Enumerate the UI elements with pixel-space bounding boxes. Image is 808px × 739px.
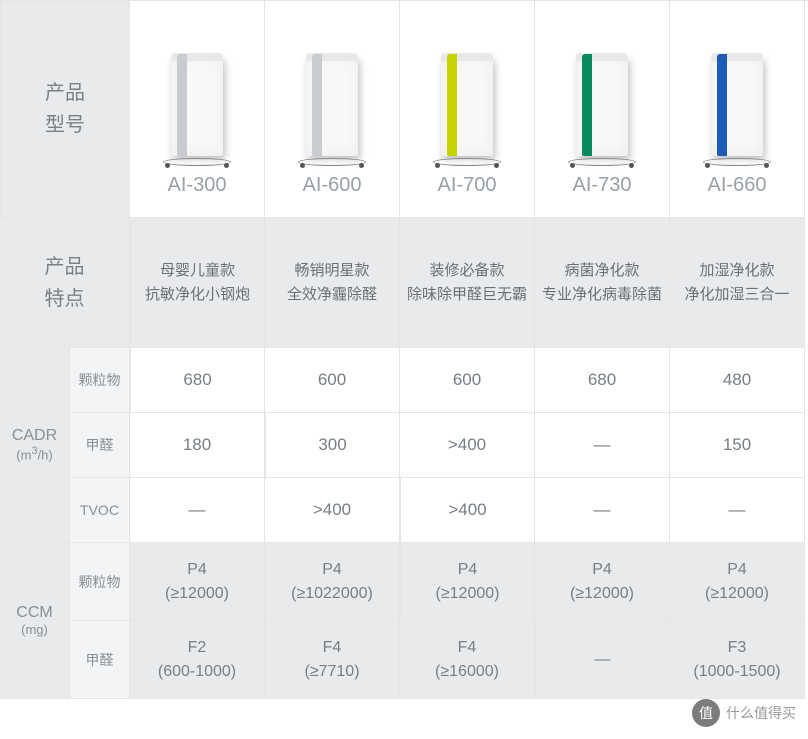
val-line: (≥12000): [165, 582, 229, 606]
model-col-1: AI-600: [265, 1, 400, 218]
sub-ccm-particle: 颗粒物: [70, 543, 130, 621]
purifier-image: [567, 36, 637, 156]
header-feature: 产品 特点: [0, 218, 130, 348]
feature-line: 母婴儿童款: [160, 259, 235, 283]
cadr-particle-0: 680: [130, 348, 265, 413]
header-cadr: CADR (m3/h): [0, 348, 70, 543]
purifier-image: [297, 36, 367, 156]
val-line: (600-1000): [158, 660, 236, 684]
model-col-2: AI-700: [400, 1, 535, 218]
feature-line: 净化加湿三合一: [684, 283, 789, 307]
cadr-tvoc-2: >400: [400, 478, 535, 543]
val-line: (≥12000): [436, 582, 500, 606]
ccm-hcho-2: F4 (≥16000): [400, 621, 535, 699]
cadr-tvoc-1: >400: [265, 478, 400, 543]
purifier-image: [162, 36, 232, 156]
model-name: AI-600: [303, 174, 362, 197]
val-line: P4: [458, 558, 478, 582]
feature-2: 装修必备款 除味除甲醛巨无霸: [400, 218, 535, 348]
feature-line: 全效净霾除醛: [287, 283, 377, 307]
ccm-hcho-0: F2 (600-1000): [130, 621, 265, 699]
ccm-particle-0: P4 (≥12000): [130, 543, 265, 621]
val-line: (≥1022000): [291, 582, 373, 606]
cadr-particle-4: 480: [670, 348, 805, 413]
cadr-particle-1: 600: [265, 348, 400, 413]
ccm-particle-4: P4 (≥12000): [670, 543, 805, 621]
val-line: P4: [727, 558, 747, 582]
ccm-particle-3: P4 (≥12000): [535, 543, 670, 621]
ccm-hcho-4: F3 (1000-1500): [670, 621, 805, 699]
val-line: F4: [323, 636, 342, 660]
feature-line: 畅销明星款: [294, 259, 369, 283]
cadr-unit: (m3/h): [16, 445, 52, 462]
val-line: (≥12000): [705, 582, 769, 606]
cadr-hcho-0: 180: [130, 413, 265, 478]
feature-0: 母婴儿童款 抗敏净化小钢炮: [130, 218, 265, 348]
feature-3: 病菌净化款 专业净化病毒除菌: [535, 218, 670, 348]
model-col-3: AI-730: [535, 1, 670, 218]
feature-1: 畅销明星款 全效净霾除醛: [265, 218, 400, 348]
comparison-table: 产品 型号 AI-300 AI-600: [0, 0, 808, 699]
header-model: 产品 型号: [0, 1, 130, 218]
cadr-tvoc-3: —: [535, 478, 670, 543]
feature-line: 加湿净化款: [699, 259, 774, 283]
val-line: (≥16000): [435, 660, 499, 684]
cadr-hcho-2: >400: [400, 413, 535, 478]
watermark-text: 什么值得买: [726, 703, 796, 723]
sub-hcho: 甲醛: [70, 413, 130, 478]
ccm-particle-2: P4 (≥12000): [400, 543, 535, 621]
model-col-0: AI-300: [130, 1, 265, 218]
sub-particle: 颗粒物: [70, 348, 130, 413]
feature-line: 装修必备款: [429, 259, 504, 283]
cadr-tvoc-4: —: [670, 478, 805, 543]
cadr-particle-3: 680: [535, 348, 670, 413]
val-line: (≥7710): [304, 660, 359, 684]
model-name: AI-300: [168, 174, 227, 197]
model-name: AI-660: [708, 174, 767, 197]
val-line: —: [595, 648, 611, 672]
val-line: F4: [458, 636, 477, 660]
cadr-particle-2: 600: [400, 348, 535, 413]
header-ccm: CCM (mg): [0, 543, 70, 699]
ccm-hcho-1: F4 (≥7710): [265, 621, 400, 699]
sub-tvoc: TVOC: [70, 478, 130, 543]
model-name: AI-700: [438, 174, 497, 197]
feature-line: 专业净化病毒除菌: [542, 283, 662, 307]
model-col-4: AI-660: [670, 1, 805, 218]
feature-4: 加湿净化款 净化加湿三合一: [670, 218, 805, 348]
cadr-hcho-4: 150: [670, 413, 805, 478]
val-line: (≥12000): [570, 582, 634, 606]
feature-line: 抗敏净化小钢炮: [145, 283, 250, 307]
val-line: (1000-1500): [693, 660, 780, 684]
ccm-particle-1: P4 (≥1022000): [265, 543, 400, 621]
ccm-hcho-3: —: [535, 621, 670, 699]
val-line: F2: [188, 636, 207, 660]
val-line: P4: [322, 558, 342, 582]
cadr-hcho-3: —: [535, 413, 670, 478]
val-line: F3: [728, 636, 747, 660]
val-line: P4: [187, 558, 207, 582]
val-line: P4: [592, 558, 612, 582]
purifier-image: [432, 36, 502, 156]
cadr-label: CADR: [12, 427, 57, 445]
watermark: 值 什么值得买: [692, 699, 796, 727]
feature-line: 病菌净化款: [564, 259, 639, 283]
ccm-unit: (mg): [21, 622, 48, 637]
sub-ccm-hcho: 甲醛: [70, 621, 130, 699]
cadr-tvoc-0: —: [130, 478, 265, 543]
ccm-label: CCM: [16, 604, 52, 622]
feature-line: 除味除甲醛巨无霸: [407, 283, 527, 307]
purifier-image: [702, 36, 772, 156]
watermark-badge: 值: [692, 699, 720, 727]
model-name: AI-730: [573, 174, 632, 197]
cadr-hcho-1: 300: [265, 413, 400, 478]
